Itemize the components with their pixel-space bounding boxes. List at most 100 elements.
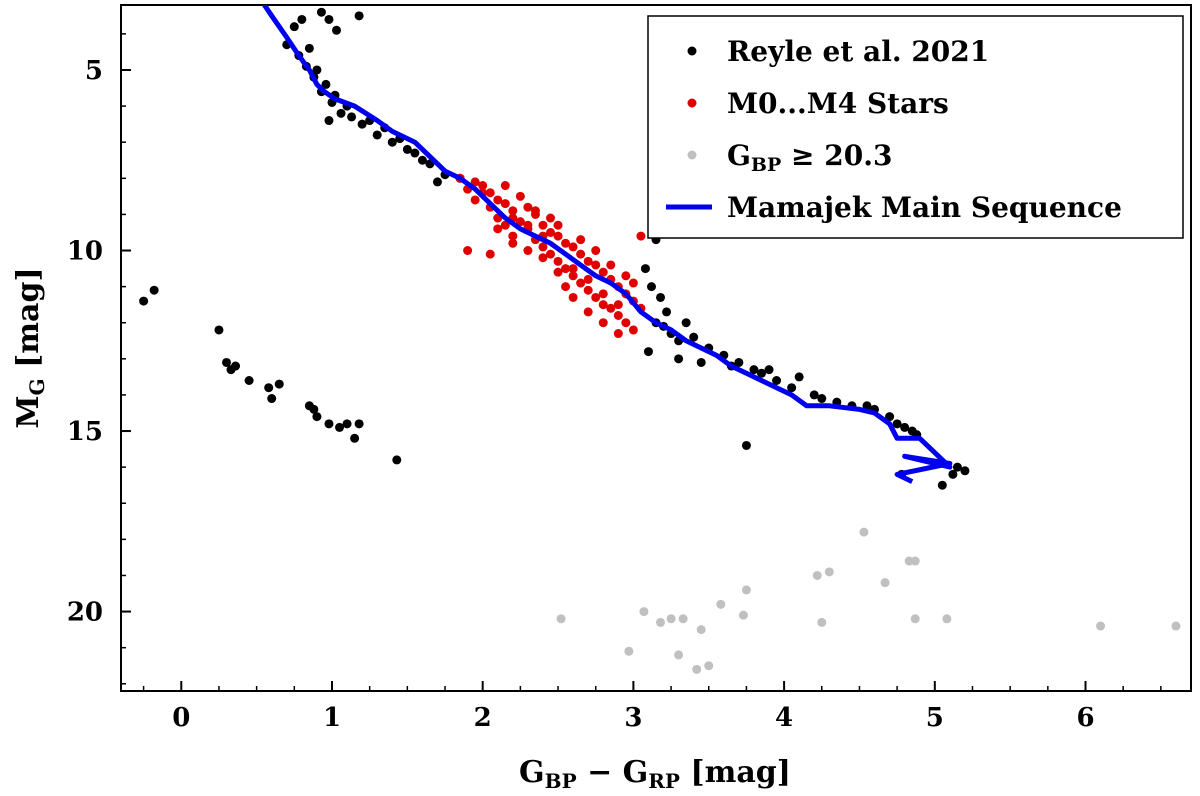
data-point: [885, 412, 895, 422]
data-point: [372, 130, 382, 140]
data-point: [410, 148, 420, 158]
data-point: [493, 224, 503, 234]
data-point: [508, 206, 518, 216]
data-point: [515, 191, 525, 201]
data-point: [485, 188, 495, 198]
data-point: [321, 79, 331, 89]
data-point: [749, 365, 759, 375]
data-point: [812, 570, 822, 580]
data-point: [621, 318, 631, 328]
legend-marker-m-stars: [687, 98, 697, 108]
x-tick-label: 4: [775, 703, 793, 733]
data-point: [734, 357, 744, 367]
data-point: [862, 401, 872, 411]
x-axis-label: GBP − GRP [mag]: [519, 755, 791, 793]
data-point: [485, 249, 495, 259]
data-point: [824, 567, 834, 577]
data-point: [561, 264, 571, 274]
data-point: [417, 155, 427, 165]
data-point: [432, 177, 442, 187]
data-point: [392, 455, 402, 465]
data-point: [523, 220, 533, 230]
data-point: [538, 242, 548, 252]
data-point: [312, 65, 322, 75]
data-point: [332, 25, 342, 35]
data-point: [402, 144, 412, 154]
y-axis: 5 10 15 20: [67, 33, 131, 685]
data-point: [312, 412, 322, 422]
data-point: [347, 112, 357, 122]
data-point: [304, 43, 314, 53]
data-point: [772, 375, 782, 385]
data-point: [264, 383, 274, 393]
data-point: [546, 227, 556, 237]
data-point: [606, 303, 616, 313]
data-point: [613, 311, 623, 321]
data-point: [764, 365, 774, 375]
x-tick-label: 3: [624, 703, 642, 733]
data-point: [561, 282, 571, 292]
data-point: [297, 14, 307, 24]
data-point: [666, 614, 676, 624]
data-point: [324, 419, 334, 429]
main-sequence-line: [261, 5, 953, 484]
data-point: [336, 108, 346, 118]
data-point: [1171, 621, 1181, 631]
data-point: [674, 650, 684, 660]
data-point: [613, 329, 623, 339]
data-point: [470, 177, 480, 187]
data-point: [910, 614, 920, 624]
data-point: [1096, 621, 1106, 631]
data-point: [508, 238, 518, 248]
data-point: [591, 260, 601, 270]
data-point: [149, 285, 159, 295]
data-point: [387, 137, 397, 147]
data-point: [794, 372, 804, 382]
data-point: [689, 332, 699, 342]
x-tick-label: 2: [474, 703, 492, 733]
data-point: [948, 469, 958, 479]
data-point: [656, 617, 666, 627]
data-point: [817, 617, 827, 627]
y-axis-label: MG [mag]: [11, 267, 49, 428]
data-point: [214, 325, 224, 335]
data-point: [354, 11, 364, 21]
data-point: [591, 292, 601, 302]
data-point: [309, 404, 319, 414]
legend-marker-reyle: [687, 46, 697, 56]
x-tick-label: 5: [926, 703, 944, 733]
y-tick-label: 10: [67, 237, 103, 267]
data-point: [267, 394, 277, 404]
data-point: [656, 292, 666, 302]
data-point: [500, 220, 510, 230]
data-point: [952, 462, 962, 472]
data-point: [568, 292, 578, 302]
data-point: [350, 433, 360, 443]
data-point: [606, 260, 616, 270]
data-point: [500, 199, 510, 209]
data-point: [523, 202, 533, 212]
data-point: [809, 390, 819, 400]
data-point: [530, 206, 540, 216]
data-point: [244, 375, 254, 385]
data-point: [678, 614, 688, 624]
data-point: [640, 264, 650, 274]
data-point: [357, 119, 367, 129]
data-point: [561, 238, 571, 248]
data-point: [892, 419, 902, 429]
data-point: [880, 578, 890, 588]
data-point: [817, 394, 827, 404]
data-point: [624, 646, 634, 656]
data-point: [538, 253, 548, 263]
data-point: [621, 271, 631, 281]
legend: Reyle et al. 2021 M0...M4 Stars GBP ≥ 20…: [647, 15, 1184, 239]
data-point: [324, 116, 334, 126]
data-point: [478, 181, 488, 191]
data-point: [289, 22, 299, 32]
data-point: [583, 285, 593, 295]
x-tick-label: 6: [1076, 703, 1094, 733]
data-point: [704, 661, 714, 671]
data-point: [508, 231, 518, 241]
x-axis: 0 1 2 3 4 5 6: [142, 681, 1162, 733]
